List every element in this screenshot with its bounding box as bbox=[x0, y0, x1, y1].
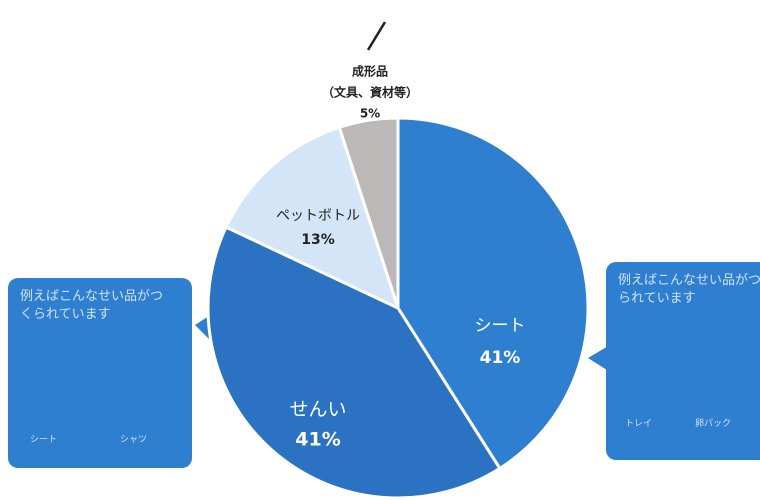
callout-box: 例えばこんなせい品がつくられています bbox=[606, 262, 760, 460]
callout-text: 例えばこんなせい品がつくられています bbox=[618, 273, 760, 306]
slice-sublabel: （文具、資材等） bbox=[322, 85, 418, 100]
pie-slice bbox=[206, 225, 502, 500]
callout-text: 例えばこんなせい品がつくられています bbox=[20, 289, 164, 322]
callout-item: トレイ bbox=[625, 419, 653, 429]
value-label: 13% bbox=[301, 232, 335, 248]
callout-item: 卵パック bbox=[695, 419, 732, 429]
callout-item: シート bbox=[30, 435, 58, 445]
pie bbox=[206, 116, 590, 500]
slice-label: せんい bbox=[289, 399, 346, 421]
callout-item: シャツ bbox=[120, 435, 148, 445]
value-label: 41% bbox=[295, 429, 340, 451]
slice-label: シート bbox=[475, 316, 526, 336]
value-label: 5% bbox=[360, 107, 380, 121]
callout-box: 例えばこんなせい品がつくられています bbox=[8, 278, 192, 468]
pie-slice bbox=[224, 125, 401, 311]
callout-pointer bbox=[588, 345, 610, 372]
slice-label: ペットボトル bbox=[276, 208, 360, 224]
pen-icon bbox=[366, 21, 387, 51]
value-label: 41% bbox=[480, 348, 521, 368]
pie-slice bbox=[337, 116, 400, 309]
slice-label: 成形品 bbox=[352, 64, 388, 79]
